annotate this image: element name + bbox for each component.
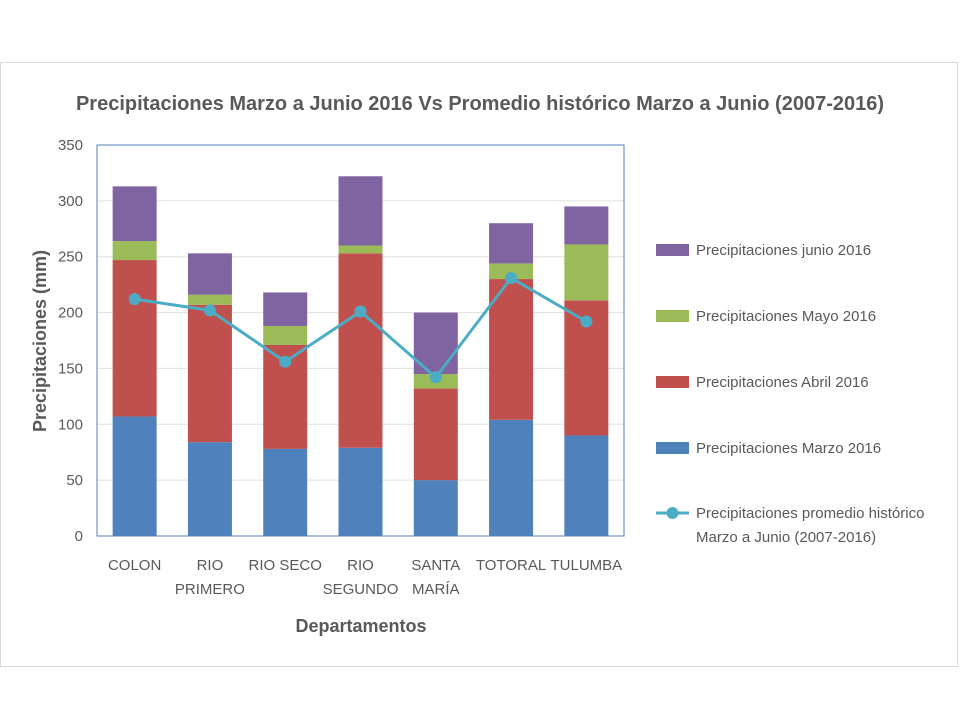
y-tick-label: 100 bbox=[58, 416, 83, 433]
legend-swatch bbox=[656, 442, 689, 454]
x-category-label: TULUMBA bbox=[551, 557, 623, 574]
chart-area: Precipitaciones Marzo a Junio 2016 Vs Pr… bbox=[0, 62, 958, 667]
legend-swatch-marker bbox=[666, 507, 679, 519]
y-tick-label: 200 bbox=[58, 305, 83, 322]
bar-segment bbox=[338, 176, 383, 246]
legend-label: Precipitaciones Mayo 2016 bbox=[696, 308, 876, 325]
x-category-label: COLON bbox=[108, 557, 161, 574]
line-point bbox=[505, 271, 518, 284]
bar-segment bbox=[413, 480, 458, 536]
bar-segment bbox=[338, 447, 383, 536]
y-axis-title: Precipitaciones (mm) bbox=[30, 250, 50, 432]
legend-swatch bbox=[656, 376, 689, 388]
line-point bbox=[354, 305, 367, 318]
bar-segment bbox=[112, 416, 157, 536]
line-point bbox=[279, 355, 292, 368]
bar-segment bbox=[187, 253, 232, 295]
bar-segment bbox=[489, 279, 534, 420]
x-axis-title: Departamentos bbox=[295, 616, 426, 636]
line-point bbox=[429, 371, 442, 384]
x-category-label: RIO bbox=[347, 557, 374, 574]
line-point bbox=[580, 315, 593, 328]
legend-label: Precipitaciones Marzo 2016 bbox=[696, 440, 881, 457]
x-category-label: RIO SECO bbox=[249, 557, 322, 574]
chart-title: Precipitaciones Marzo a Junio 2016 Vs Pr… bbox=[76, 93, 884, 115]
x-category-label: MARÍA bbox=[412, 581, 460, 598]
bar-segment bbox=[263, 292, 308, 326]
bar-segment bbox=[263, 325, 308, 345]
legend: Precipitaciones junio 2016 Precipitacione… bbox=[656, 242, 924, 546]
chart-canvas: Precipitaciones Marzo a Junio 2016 Vs Pr… bbox=[30, 93, 924, 636]
x-category-label: SANTA bbox=[411, 557, 460, 574]
legend-label: Precipitaciones junio 2016 bbox=[696, 242, 871, 259]
bar-segment bbox=[338, 253, 383, 448]
bar-segment bbox=[338, 245, 383, 254]
y-tick-label: 0 bbox=[75, 528, 83, 545]
x-category-label: PRIMERO bbox=[175, 581, 245, 598]
bar-segment bbox=[187, 442, 232, 536]
bar-segment bbox=[112, 260, 157, 417]
bar-series bbox=[112, 176, 609, 536]
bar-segment bbox=[112, 186, 157, 242]
bar-segment bbox=[263, 448, 308, 536]
y-axis-ticks: 0 50 100 150 200 250 300 350 bbox=[58, 137, 83, 545]
legend-swatch bbox=[656, 244, 689, 256]
legend-swatch bbox=[656, 310, 689, 322]
bar-segment bbox=[187, 304, 232, 443]
bar-segment bbox=[489, 223, 534, 264]
y-tick-label: 150 bbox=[58, 360, 83, 377]
line-series bbox=[128, 271, 593, 384]
legend-label: Precipitaciones promedio histórico Marzo … bbox=[696, 505, 924, 546]
x-category-label: RIO bbox=[197, 557, 224, 574]
y-tick-label: 50 bbox=[66, 472, 83, 489]
y-tick-label: 250 bbox=[58, 249, 83, 266]
bar-segment bbox=[187, 294, 232, 305]
x-category-label: TOTORAL bbox=[476, 557, 546, 574]
line-point bbox=[203, 304, 216, 317]
y-tick-label: 350 bbox=[58, 137, 83, 154]
x-category-label: SEGUNDO bbox=[323, 581, 399, 598]
bar-segment bbox=[413, 388, 458, 481]
bar-segment bbox=[564, 206, 609, 245]
bar-segment bbox=[112, 241, 157, 261]
bar-segment bbox=[489, 419, 534, 536]
bar-segment bbox=[564, 435, 609, 536]
y-tick-label: 300 bbox=[58, 193, 83, 210]
bar-segment bbox=[489, 263, 534, 280]
bar-segment bbox=[564, 244, 609, 301]
legend-label: Precipitaciones Abril 2016 bbox=[696, 374, 869, 391]
line-point bbox=[128, 293, 141, 306]
